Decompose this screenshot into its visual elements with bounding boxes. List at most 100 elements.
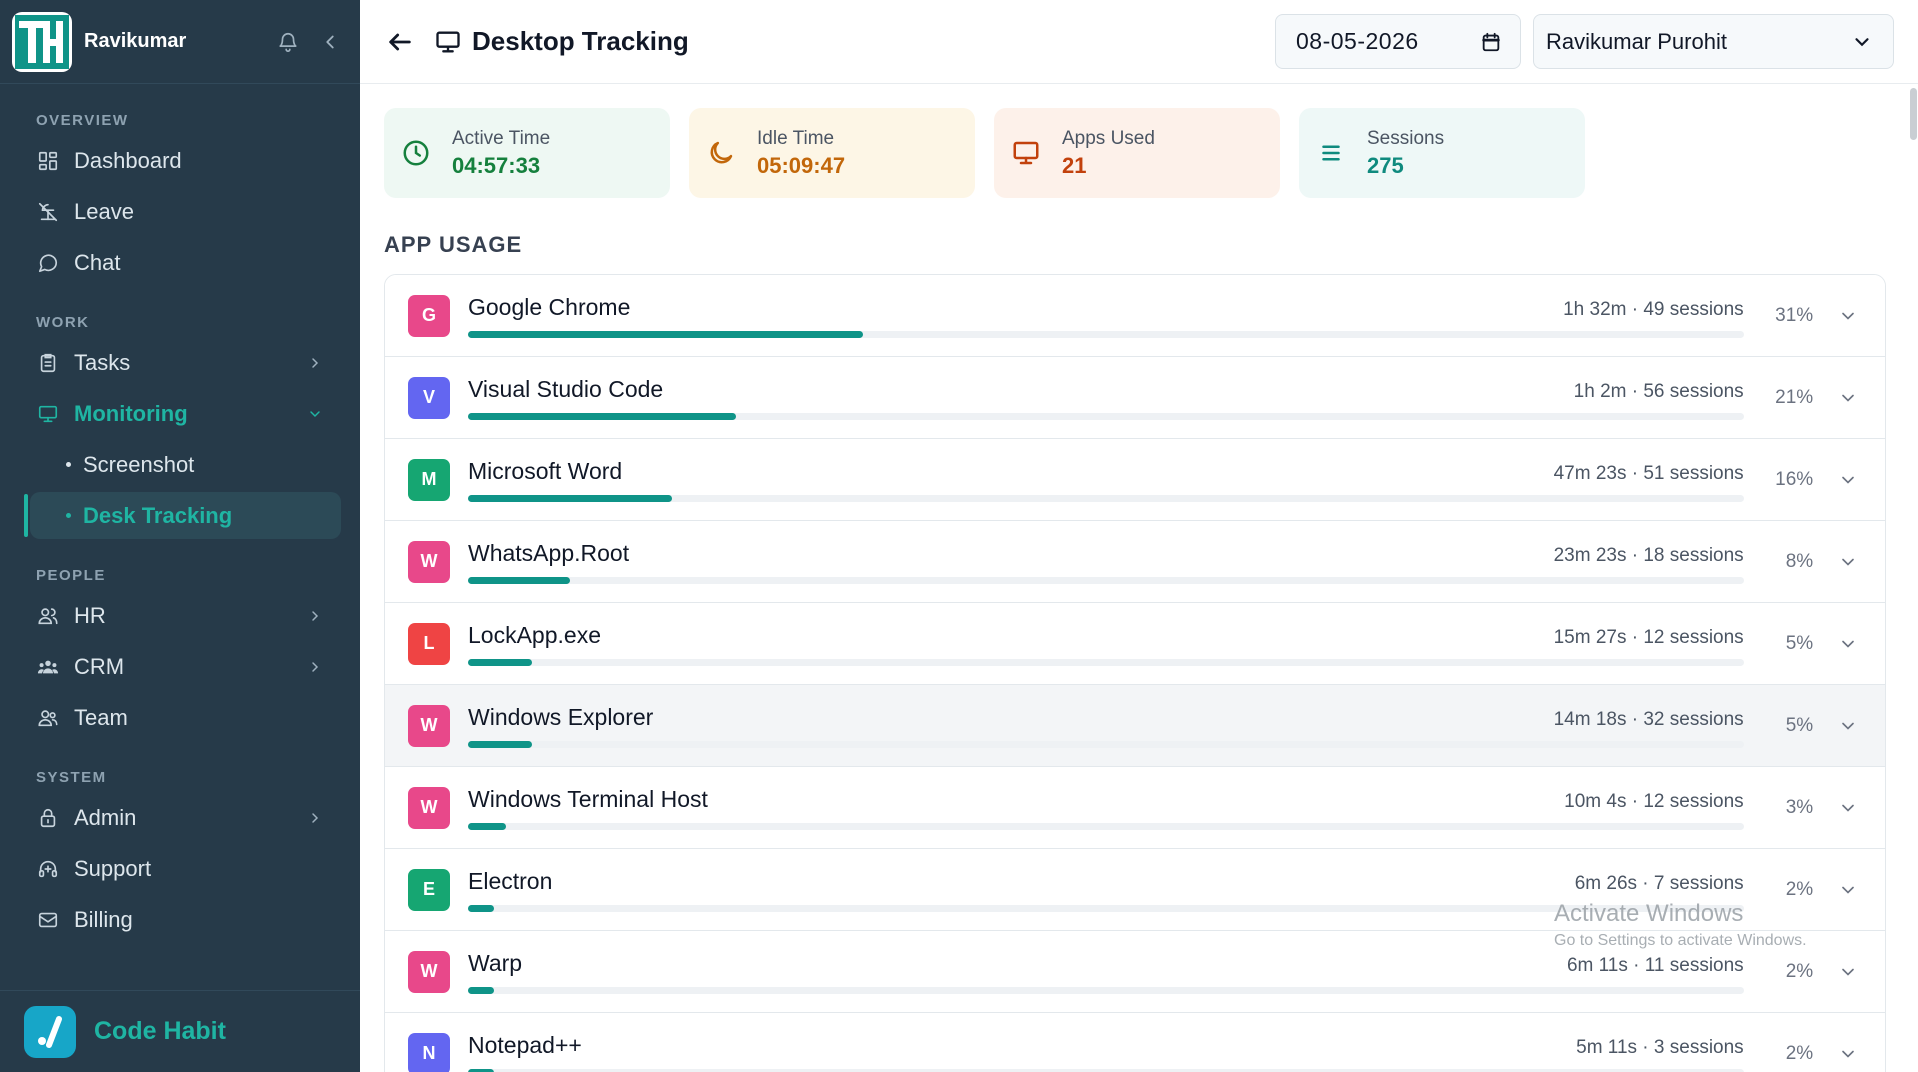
team-icon xyxy=(36,706,60,730)
content: Active Time 04:57:33 Idle Time 05:09:47 … xyxy=(384,108,1894,1072)
app-usage-percent: 5% xyxy=(1785,714,1814,736)
stat-label: Idle Time xyxy=(757,127,835,149)
sidebar-item-label: CRM xyxy=(74,653,125,679)
app-usage-row[interactable]: W Windows Explorer 14m 18s · 32 sessions 5% xyxy=(385,685,1885,767)
support-icon xyxy=(36,857,60,881)
leave-icon xyxy=(36,200,60,224)
stat-card-active-time: Active Time 04:57:33 xyxy=(384,108,670,198)
app-avatar: W xyxy=(408,540,450,583)
app-usage-percent: 2% xyxy=(1785,1042,1814,1064)
sidebar-item-monitoring[interactable]: Monitoring xyxy=(0,388,360,439)
sidebar-footer: Code Habit xyxy=(0,990,360,1072)
app-name: Google Chrome xyxy=(468,293,631,320)
chevron-down-icon[interactable] xyxy=(1835,713,1861,739)
section-label-people: PEOPLE xyxy=(36,567,106,584)
app-usage-percent: 8% xyxy=(1785,550,1814,572)
app-usage-body: Google Chrome 1h 32m · 49 sessions xyxy=(468,294,1744,338)
sidebar-item-chat[interactable]: Chat xyxy=(0,237,360,288)
app-duration-sessions: 1h 2m · 56 sessions xyxy=(1573,380,1744,402)
code-habit-logo[interactable] xyxy=(24,1005,76,1058)
sidebar-item-admin[interactable]: Admin xyxy=(0,792,360,843)
app-duration-sessions: 23m 23s · 18 sessions xyxy=(1553,544,1744,566)
monitor-icon xyxy=(434,27,464,57)
stat-value: 04:57:33 xyxy=(452,152,541,178)
app-usage-title: APP USAGE xyxy=(384,232,523,257)
chevron-down-icon xyxy=(306,405,324,423)
sidebar-item-hr[interactable]: HR xyxy=(0,590,360,641)
app-usage-body: Windows Explorer 14m 18s · 32 sessions xyxy=(468,704,1744,748)
usage-bar-fill xyxy=(468,576,571,584)
sidebar-item-billing[interactable]: Billing xyxy=(0,894,360,945)
app-usage-list: G Google Chrome 1h 32m · 49 sessions 31% V Vi… xyxy=(384,274,1886,1072)
sidebar-item-label: Team xyxy=(74,704,128,730)
app-name: Windows Explorer xyxy=(468,703,654,730)
sidebar-item-label: Dashboard xyxy=(74,147,182,173)
scrollbar-thumb[interactable] xyxy=(1910,88,1917,140)
app-usage-row[interactable]: M Microsoft Word 47m 23s · 51 sessions 16% xyxy=(385,439,1885,521)
app-usage-row[interactable]: L LockApp.exe 15m 27s · 12 sessions 5% xyxy=(385,603,1885,685)
sidebar-item-support[interactable]: Support xyxy=(0,843,360,894)
chevron-down-icon[interactable] xyxy=(1835,959,1861,985)
app-usage-row[interactable]: W Windows Terminal Host 10m 4s · 12 sessio… xyxy=(385,767,1885,849)
app-duration-sessions: 6m 26s · 7 sessions xyxy=(1574,872,1744,894)
app-avatar: W xyxy=(408,786,450,829)
sidebar-item-crm[interactable]: CRM xyxy=(0,641,360,692)
app-usage-row[interactable]: W Warp 6m 11s · 11 sessions 2% xyxy=(385,931,1885,1013)
sidebar-item-team[interactable]: Team xyxy=(0,692,360,743)
app-usage-row[interactable]: V Visual Studio Code 1h 2m · 56 sessions 21… xyxy=(385,357,1885,439)
date-picker[interactable]: 08-05-2026 xyxy=(1275,14,1521,69)
app-avatar: W xyxy=(408,950,450,993)
stat-card-sessions: Sessions 275 xyxy=(1299,108,1585,198)
chevron-down-icon xyxy=(1855,37,1869,46)
chevron-down-icon[interactable] xyxy=(1835,795,1861,821)
calendar-icon[interactable] xyxy=(1480,31,1502,53)
app-name: Visual Studio Code xyxy=(468,375,664,402)
chevron-down-icon[interactable] xyxy=(1835,385,1861,411)
monitor-icon xyxy=(1010,137,1042,169)
chat-icon xyxy=(36,251,60,275)
back-arrow-icon[interactable] xyxy=(384,26,416,58)
app-usage-body: Electron 6m 26s · 7 sessions xyxy=(468,868,1744,912)
chevron-down-icon[interactable] xyxy=(1835,631,1861,657)
sidebar-item-label: Leave xyxy=(74,198,134,224)
app-avatar: N xyxy=(408,1032,450,1072)
app-usage-row[interactable]: E Electron 6m 26s · 7 sessions 2% xyxy=(385,849,1885,931)
scrollbar[interactable] xyxy=(1908,84,1918,1072)
app-usage-percent: 21% xyxy=(1775,386,1814,408)
chevron-down-icon[interactable] xyxy=(1835,467,1861,493)
chevron-down-icon[interactable] xyxy=(1835,303,1861,329)
selected-user: Ravikumar Purohit xyxy=(1546,28,1727,54)
stat-value: 21 xyxy=(1062,152,1087,178)
chevron-down-icon[interactable] xyxy=(1835,549,1861,575)
chevron-right-icon xyxy=(306,809,324,827)
chevron-down-icon[interactable] xyxy=(1835,877,1861,903)
section-label-overview: OVERVIEW xyxy=(36,112,129,129)
collapse-sidebar-icon[interactable] xyxy=(312,24,348,60)
crm-icon xyxy=(36,655,60,679)
list-icon xyxy=(1315,137,1347,169)
usage-bar-fill xyxy=(468,658,532,666)
app-name: Microsoft Word xyxy=(468,457,623,484)
usage-bar-fill xyxy=(468,412,736,420)
app-usage-row[interactable]: N Notepad++ 5m 11s · 3 sessions 2% xyxy=(385,1013,1885,1072)
app-usage-row[interactable]: W WhatsApp.Root 23m 23s · 18 sessions 8% xyxy=(385,521,1885,603)
sidebar-subitem-screenshot[interactable]: Screenshot xyxy=(0,439,360,490)
app-usage-percent: 31% xyxy=(1775,304,1814,326)
sidebar-item-dashboard[interactable]: Dashboard xyxy=(0,135,360,186)
usage-bar-track xyxy=(468,658,1744,666)
chevron-down-icon[interactable] xyxy=(1835,1041,1861,1067)
topbar: Desktop Tracking 08-05-2026 Ravikumar Pu… xyxy=(360,0,1918,84)
sidebar-subitem-desk-tracking[interactable]: Desk Tracking xyxy=(0,490,360,541)
bell-icon[interactable] xyxy=(270,24,306,60)
sidebar-item-label: Billing xyxy=(74,906,133,932)
sidebar-item-label: HR xyxy=(74,602,106,628)
app-usage-row[interactable]: G Google Chrome 1h 32m · 49 sessions 31% xyxy=(385,275,1885,357)
app-duration-sessions: 10m 4s · 12 sessions xyxy=(1564,790,1744,812)
sidebar-item-leave[interactable]: Leave xyxy=(0,186,360,237)
app-duration-sessions: 47m 23s · 51 sessions xyxy=(1553,462,1744,484)
usage-bar-track xyxy=(468,494,1744,502)
brand-logo[interactable] xyxy=(12,11,72,72)
user-select[interactable]: Ravikumar Purohit xyxy=(1533,14,1894,69)
app-duration-sessions: 1h 32m · 49 sessions xyxy=(1563,298,1744,320)
sidebar-item-tasks[interactable]: Tasks xyxy=(0,337,360,388)
